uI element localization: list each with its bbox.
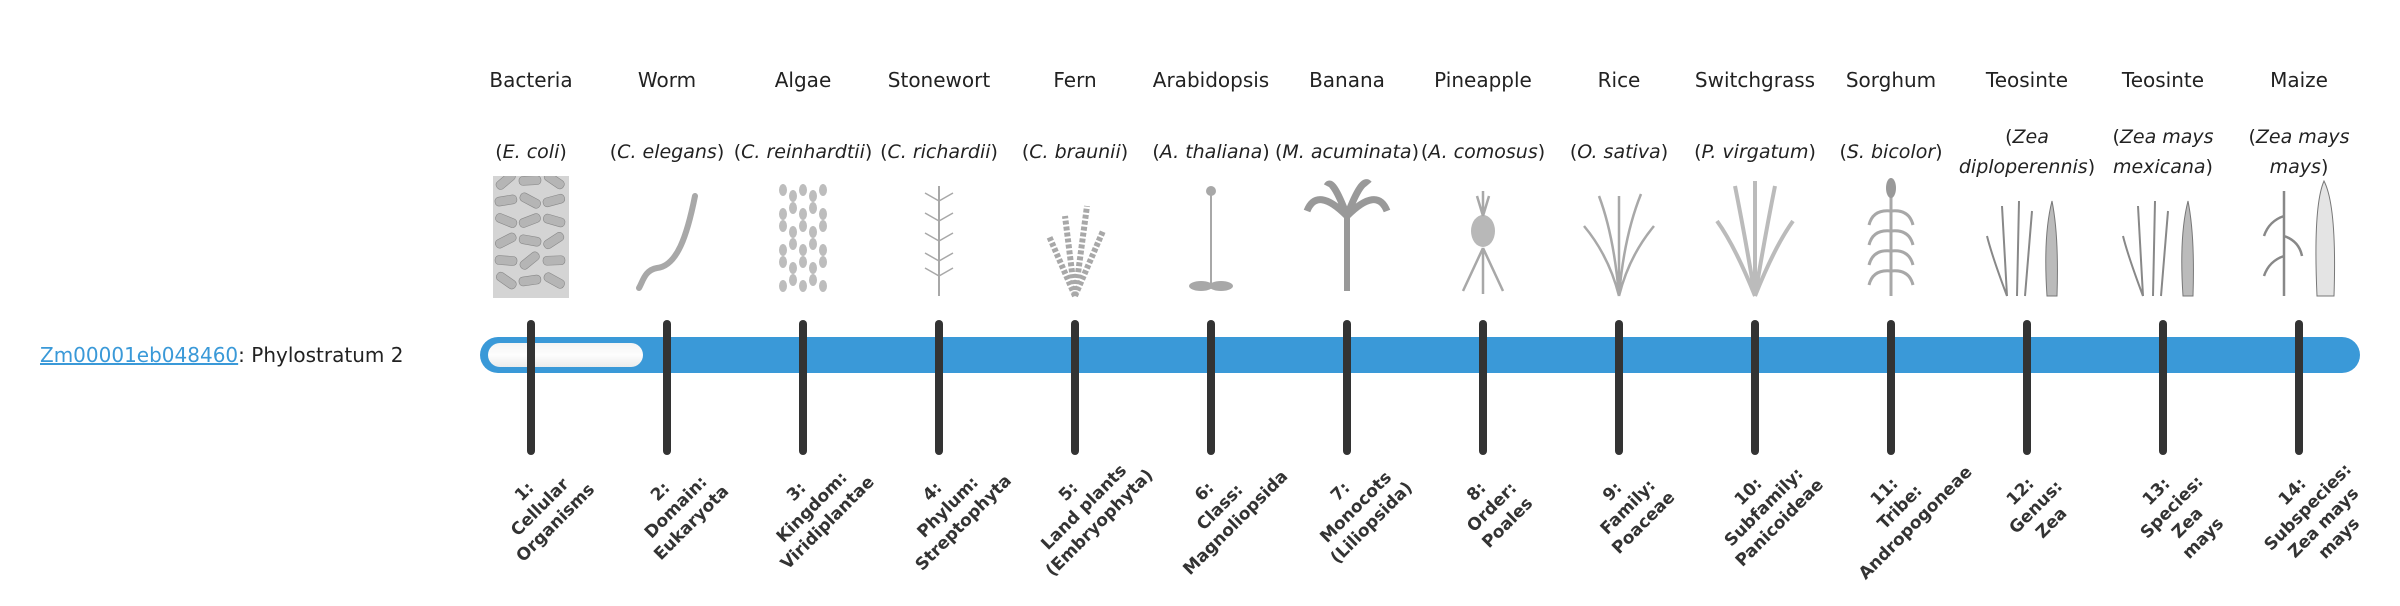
- scientific-name-text: A. thaliana: [1159, 141, 1263, 163]
- organism-scientific-name: (C. richardii): [880, 141, 998, 163]
- stratum-tick: [1343, 320, 1351, 455]
- stratum-tick: [527, 320, 535, 455]
- scientific-name-text: O. sativa: [1577, 141, 1661, 163]
- stratum-tick: [2159, 320, 2167, 455]
- stonewort-icon: [924, 186, 954, 296]
- organism-scientific-name: (S. bicolor): [1839, 141, 1943, 163]
- gene-id-link[interactable]: Zm00001eb048460: [40, 343, 239, 367]
- stratum-label: 5: Land plants (Embryophyta): [1001, 424, 1168, 591]
- scientific-name-text: C. elegans: [617, 141, 717, 163]
- scientific-name-text: M. acuminata: [1282, 141, 1412, 163]
- stratum-tick: [2295, 320, 2303, 455]
- stratum-label: 10: Subfamily: Panicoideae: [1681, 424, 1848, 591]
- organism-scientific-name: (C. elegans): [609, 141, 725, 163]
- algae-icon: [779, 184, 827, 292]
- stratum-label: 2: Domain: Eukaryota: [593, 424, 760, 591]
- organism-common-name: Stonewort: [887, 68, 991, 92]
- stratum-tick: [663, 320, 671, 455]
- stratum-label: 12: Genus: Zea: [1953, 424, 2120, 591]
- stratum-label: 6: Class: Magnoliopsida: [1137, 424, 1304, 591]
- organism-common-name: Arabidopsis: [1152, 68, 1270, 92]
- organism-common-name: Teosinte: [1985, 68, 2069, 92]
- organism-common-name: Banana: [1309, 68, 1385, 92]
- stratum-tick: [1071, 320, 1079, 455]
- banana-icon: [1303, 179, 1391, 291]
- stratum-tick: [935, 320, 943, 455]
- organism-scientific-name: (C. braunii): [1021, 141, 1129, 163]
- worm-icon: [636, 193, 698, 291]
- scientific-name-text: Zea mays mays: [2255, 126, 2350, 178]
- organism-common-name: Worm: [637, 68, 697, 92]
- pineapple-icon: [1461, 191, 1505, 294]
- stratum-tick: [1751, 320, 1759, 455]
- organism-scientific-name: (C. reinhardtii): [733, 141, 873, 163]
- gene-row: Zm00001eb048460: Phylostratum 2: [40, 340, 403, 370]
- stratum-label: 3: Kingdom: Viridiplantae: [729, 424, 896, 591]
- phylostratum-bar-unfilled: [488, 343, 643, 367]
- stratum-label: 4: Phylum: Streptophyta: [865, 424, 1032, 591]
- organism-scientific-name: (P. virgatum): [1694, 141, 1816, 163]
- organism-common-name: Pineapple: [1434, 68, 1532, 92]
- switchgrass-icon: [1715, 181, 1795, 297]
- stratum-tick: [2023, 320, 2031, 455]
- teosinte-icon: [1986, 200, 2058, 297]
- scientific-name-text: E. coli: [502, 141, 560, 163]
- organism-common-name: Algae: [774, 68, 832, 92]
- maize-icon: [2262, 179, 2336, 297]
- teosinte-icon: [2122, 200, 2194, 297]
- sorghum-icon: [1867, 178, 1915, 296]
- stratum-label: 7: Monocots (Liliopsida): [1273, 424, 1440, 591]
- stratum-tick: [1615, 320, 1623, 455]
- scientific-name-text: C. braunii: [1029, 141, 1121, 163]
- organism-common-name: Fern: [1053, 68, 1097, 92]
- stratum-tick: [1887, 320, 1895, 455]
- organism-common-name: Switchgrass: [1694, 68, 1816, 92]
- organism-scientific-name: (Zea diploperennis): [1958, 126, 2096, 178]
- organism-scientific-name: (A. comosus): [1420, 141, 1546, 163]
- stratum-tick: [1207, 320, 1215, 455]
- organism-common-name: Teosinte: [2121, 68, 2205, 92]
- phylostratum-label: Phylostratum 2: [251, 343, 404, 367]
- fern-icon: [1046, 205, 1106, 298]
- organism-scientific-name: (Zea mays mays): [2248, 126, 2350, 178]
- arabidopsis-icon: [1189, 186, 1233, 291]
- scientific-name-text: Zea diploperennis: [1958, 126, 2088, 178]
- scientific-name-text: S. bicolor: [1846, 141, 1936, 163]
- bacteria-icon: [493, 176, 569, 298]
- scientific-name-text: C. reinhardtii: [741, 141, 865, 163]
- scientific-name-text: P. virgatum: [1701, 141, 1809, 163]
- stratum-label: 1: Cellular Organisms: [457, 424, 624, 591]
- stratum-label: 9: Family: Poaceae: [1545, 424, 1712, 591]
- organism-common-name: Rice: [1597, 68, 1641, 92]
- organism-scientific-name: (O. sativa): [1569, 141, 1669, 163]
- organism-common-name: Sorghum: [1845, 68, 1937, 92]
- organism-scientific-name: (E. coli): [495, 141, 567, 163]
- scientific-name-text: C. richardii: [887, 141, 991, 163]
- scientific-name-text: A. comosus: [1428, 141, 1538, 163]
- organism-scientific-name: (Zea mays mexicana): [2112, 126, 2214, 178]
- organism-common-name: Bacteria: [489, 68, 573, 92]
- rice-icon: [1583, 193, 1655, 297]
- phylostratum-bar: [480, 337, 2360, 373]
- stratum-label: 14: Subspecies: Zea mays mays: [2225, 424, 2400, 606]
- stratum-label: 8: Order: Poales: [1409, 424, 1576, 591]
- stratum-label: 13: Species: Zea mays: [2089, 424, 2271, 606]
- organism-scientific-name: (A. thaliana): [1152, 141, 1270, 163]
- stratum-label: 11: Tribe: Andropogoneae: [1817, 424, 1984, 591]
- stratum-tick: [1479, 320, 1487, 455]
- scientific-name-text: Zea mays mexicana: [2113, 126, 2214, 178]
- organism-scientific-name: (M. acuminata): [1274, 141, 1419, 163]
- gene-separator: :: [238, 343, 252, 367]
- stratum-tick: [799, 320, 807, 455]
- organism-common-name: Maize: [2270, 68, 2328, 92]
